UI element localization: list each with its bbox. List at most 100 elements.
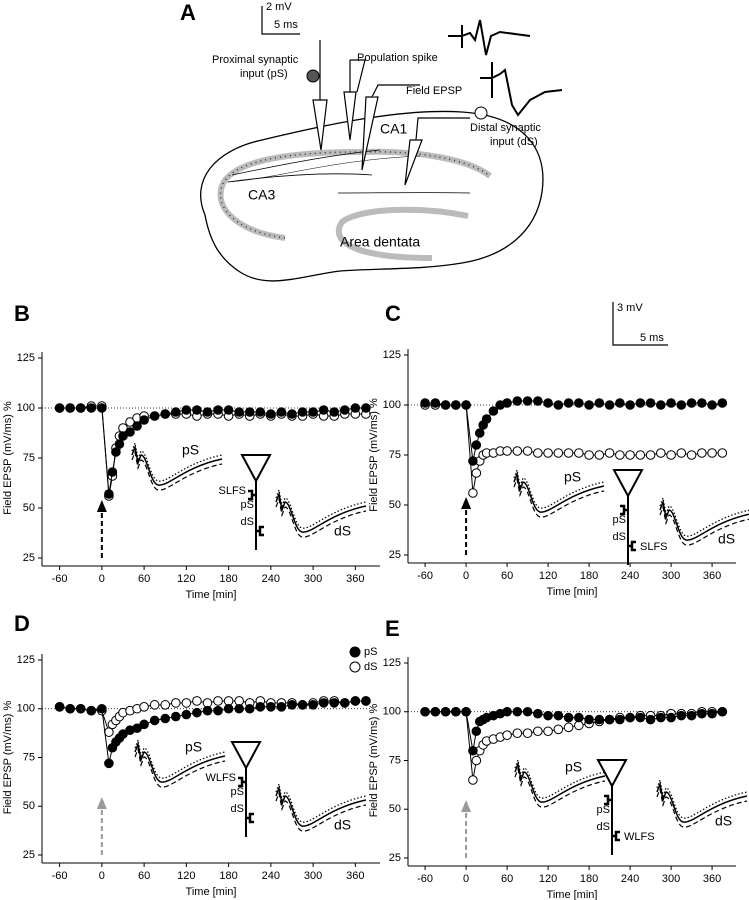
data-point [615,450,625,460]
data-point [471,726,482,737]
scale-label: 3 mV [617,302,643,314]
data-point [160,700,171,710]
data-point [656,448,666,458]
synapse [256,525,264,537]
data-point [697,398,707,408]
data-point [461,400,471,410]
data-point [563,448,574,458]
arrow-head [461,497,472,509]
trace [275,491,367,533]
data-point [125,427,135,437]
x-tick-label: 300 [304,573,322,585]
series-line [425,400,723,462]
data-point [615,398,625,408]
data-point [615,714,625,725]
trace [514,761,606,803]
y-tick-label: 125 [17,352,35,364]
data-point [604,714,615,725]
synapse [604,794,612,806]
pyramidal-layer [219,150,491,239]
data-point [65,403,75,413]
data-point [202,705,213,716]
y-tick-label: 75 [23,452,35,464]
data-point [181,698,192,708]
data-point [234,407,244,417]
label: CA1 [380,121,407,137]
y-tick-label: 100 [17,703,35,715]
x-tick-label: 360 [346,573,364,585]
trace [659,495,749,537]
data-point [594,714,605,725]
data-point [420,398,430,408]
pS-marker [306,69,320,83]
y-tick-label: 25 [389,549,401,561]
data-point [170,698,181,708]
data-point [563,722,574,733]
data-point [625,712,635,723]
data-point [697,708,707,719]
panel-label: A [180,0,196,25]
data-point [276,702,287,712]
synapse [246,812,254,824]
panel-label: E [385,616,400,641]
x-tick-label: -60 [52,573,68,585]
label: Proximal synaptic [212,54,299,66]
data-point [594,450,605,460]
data-point [104,758,114,769]
data-point [118,431,128,441]
data-point [114,439,125,449]
data-point [160,409,171,419]
data-point [65,703,75,714]
y-tick-label: 125 [383,657,401,669]
y-tick-label: 50 [389,803,401,815]
dS-marker [474,106,488,120]
x-axis-label: Time [min] [547,889,598,900]
data-point [522,706,533,717]
data-point [297,407,308,417]
x-tick-label: 360 [703,873,721,885]
y-tick-label: 100 [17,402,35,414]
stimulus-label: SLFS [218,485,246,497]
data-point [471,755,482,766]
x-tick-label: 180 [580,570,598,582]
x-tick-label: -60 [417,873,433,885]
label: Field EPSP [406,85,462,97]
neuron-label: dS [241,516,254,528]
data-point [522,396,533,406]
arrow-head [96,797,107,809]
y-tick-label: 125 [383,349,401,361]
data-point [604,448,615,458]
data-point [625,400,635,410]
data-point [181,405,192,415]
chart-panel: C 25 50 75 100 125 -60 0 60 120 180 240 300 360 Time [… [368,301,749,598]
y-tick-label: 100 [383,706,401,718]
series-line [425,404,723,494]
trace-label: dS [715,813,732,829]
y-axis-label: Field EPSP (mV/ms) % [2,701,14,815]
data-point [635,450,646,460]
data-point [244,407,255,417]
data-point [329,698,340,708]
data-point [223,703,234,714]
data-point [533,448,543,458]
trace [131,444,223,486]
trace [513,471,605,513]
data-point [181,709,192,720]
data-point [308,700,318,710]
x-tick-label: 180 [580,873,598,885]
x-tick-label: 60 [138,870,150,882]
stimulus-label: SLFS [640,541,668,553]
y-tick-label: 100 [383,399,401,411]
electrodes [312,40,470,186]
trace [513,467,605,509]
data-point [234,703,244,714]
data-point [502,730,512,740]
data-point [635,398,646,408]
stimulus-label: WLFS [624,831,655,843]
data-point [132,421,142,431]
data-point [676,710,687,721]
data-point [543,726,553,737]
neuron-label: pS [231,786,244,798]
data-point [160,713,171,724]
data-point [533,726,543,737]
